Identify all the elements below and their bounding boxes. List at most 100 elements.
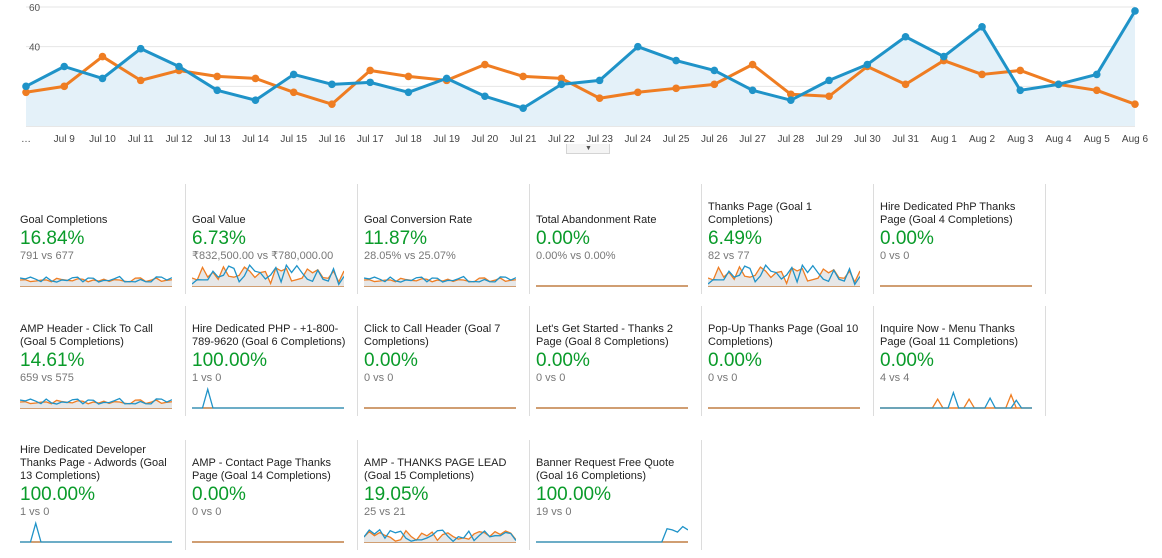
series-1-point[interactable]	[825, 92, 833, 101]
series-1-point[interactable]	[634, 88, 642, 97]
series-1-point[interactable]	[1092, 86, 1101, 95]
series-1-point[interactable]	[60, 82, 69, 91]
series-1-point[interactable]	[519, 72, 527, 81]
scorecard-title-text: Pop-Up Thanks Page (Goal 10 Completions)	[708, 323, 859, 348]
goal-scorecard[interactable]: Pop-Up Thanks Page (Goal 10 Completions)…	[702, 306, 874, 416]
series-0-point[interactable]	[22, 82, 30, 91]
series-1-point[interactable]	[672, 84, 680, 93]
sparkline-line	[364, 528, 516, 543]
series-0-point[interactable]	[404, 88, 413, 97]
goal-scorecard[interactable]: Banner Request Free Quote (Goal 16 Compl…	[530, 440, 702, 550]
scorecard-percent-change: 6.73%	[192, 228, 246, 249]
series-0-point[interactable]	[978, 23, 986, 31]
goal-scorecard[interactable]: Hire Dedicated Developer Thanks Page - A…	[14, 440, 186, 550]
scorecard-title-text: Let's Get Started - Thanks 2 Page (Goal …	[536, 323, 674, 348]
x-tick-label: …	[21, 134, 31, 145]
series-0-point[interactable]	[175, 62, 183, 71]
series-1-point[interactable]	[251, 74, 260, 83]
goal-scorecard[interactable]: Hire Dedicated PHP - +1-800-789-9620 (Go…	[186, 306, 358, 416]
scorecard-title: Hire Dedicated Developer Thanks Page - A…	[20, 443, 179, 483]
series-0-point[interactable]	[901, 32, 910, 41]
goal-scorecard[interactable]: AMP Header - Click To Call (Goal 5 Compl…	[14, 306, 186, 416]
chart-collapse-toggle[interactable]: ▼	[566, 144, 610, 154]
series-1-point[interactable]	[595, 94, 604, 103]
scorecard-title-text: Hire Dedicated PHP - +1-800-789-9620 (Go…	[192, 323, 346, 348]
series-1-point[interactable]	[710, 80, 719, 89]
series-1-point[interactable]	[978, 70, 986, 79]
series-0-point[interactable]	[748, 86, 757, 95]
series-1-point[interactable]	[787, 90, 795, 99]
series-1-point[interactable]	[1016, 66, 1025, 75]
scorecard-percent-change: 100.00%	[192, 350, 268, 371]
series-1-point[interactable]	[1131, 100, 1139, 108]
series-0-point[interactable]	[98, 74, 107, 83]
series-0-point[interactable]	[213, 86, 222, 95]
series-0-point[interactable]	[595, 76, 604, 85]
scorecard-title-text: Goal Value	[192, 214, 246, 226]
series-0-point[interactable]	[825, 76, 833, 85]
series-0-point[interactable]	[710, 66, 719, 75]
goal-scorecard[interactable]: Inquire Now - Menu Thanks Page (Goal 11 …	[874, 306, 1046, 416]
series-0-point[interactable]	[939, 52, 948, 61]
goal-scorecard[interactable]: Total Abandonment Rate 0.00% 0.00% vs 0.00…	[530, 184, 702, 294]
x-tick-label: Jul 27	[739, 134, 766, 145]
series-1-point[interactable]	[901, 80, 910, 89]
series-1-point[interactable]	[404, 72, 413, 81]
scorecard-percent-change: 19.05%	[364, 484, 429, 505]
series-1-point[interactable]	[98, 52, 107, 61]
goal-scorecard[interactable]: Goal Value 6.73% ₹832,500.00 vs ₹780,000.0…	[186, 184, 358, 294]
scorecard-sparkline	[880, 390, 1032, 409]
series-1-point[interactable]	[366, 66, 374, 75]
series-0-point[interactable]	[136, 44, 145, 53]
series-1-point[interactable]	[748, 60, 757, 69]
series-0-point[interactable]	[481, 92, 489, 101]
series-1-point[interactable]	[328, 100, 336, 108]
scorecard-title-text: Hire Dedicated Developer Thanks Page - A…	[20, 444, 167, 482]
series-0-point[interactable]	[1016, 86, 1025, 95]
scorecard-comparison: 791 vs 677	[20, 250, 74, 262]
goal-scorecard[interactable]: Hire Dedicated PhP Thanks Page (Goal 4 C…	[874, 184, 1046, 294]
scorecard-sparkline	[364, 275, 516, 287]
series-1-point[interactable]	[22, 88, 30, 97]
series-0-point[interactable]	[863, 60, 872, 69]
scorecard-sparkline	[20, 275, 172, 287]
goal-scorecard[interactable]: Goal Completions 16.84% 791 vs 677	[14, 184, 186, 294]
series-1-point[interactable]	[289, 88, 298, 97]
goal-scorecard[interactable]: Thanks Page (Goal 1 Completions) 6.49% 82 …	[702, 184, 874, 294]
series-0-point[interactable]	[289, 70, 298, 79]
series-0-point[interactable]	[672, 56, 680, 65]
series-0-point[interactable]	[1131, 7, 1139, 15]
scorecard-title: Pop-Up Thanks Page (Goal 10 Completions)	[708, 309, 867, 349]
x-tick-label: Jul 20	[472, 134, 499, 145]
series-line-1	[25, 55, 1136, 106]
series-0-point[interactable]	[634, 42, 642, 51]
series-0-point[interactable]	[1092, 70, 1101, 79]
series-1-point[interactable]	[136, 76, 145, 85]
series-0-point[interactable]	[60, 62, 69, 71]
series-0-point[interactable]	[328, 80, 336, 89]
series-0-point[interactable]	[787, 96, 795, 105]
series-0-point[interactable]	[519, 104, 527, 112]
x-tick-label: Jul 29	[816, 134, 843, 145]
series-0-point[interactable]	[251, 96, 260, 105]
series-0-point[interactable]	[442, 74, 451, 83]
goal-scorecard[interactable]: AMP - Contact Page Thanks Page (Goal 14 …	[186, 440, 358, 550]
series-0-point[interactable]	[557, 80, 566, 89]
series-1-point[interactable]	[557, 74, 566, 83]
goal-scorecard[interactable]: Let's Get Started - Thanks 2 Page (Goal …	[530, 306, 702, 416]
scorecard-comparison: 0 vs 0	[364, 372, 394, 384]
goal-scorecard[interactable]: Click to Call Header (Goal 7 Completions…	[358, 306, 530, 416]
goal-scorecard[interactable]: Goal Conversion Rate 11.87% 28.05% vs 25.0…	[358, 184, 530, 294]
scorecard-sparkline	[536, 285, 688, 287]
scorecard-sparkline	[708, 407, 860, 409]
x-tick-label: Jul 28	[777, 134, 804, 145]
scorecard-title: AMP Header - Click To Call (Goal 5 Compl…	[20, 309, 179, 349]
series-1-point[interactable]	[213, 72, 222, 81]
series-0-point[interactable]	[366, 78, 374, 87]
series-1-point[interactable]	[481, 60, 489, 69]
scorecard-sparkline	[192, 386, 344, 409]
series-0-point[interactable]	[1054, 80, 1063, 89]
goal-scorecard[interactable]: AMP - THANKS PAGE LEAD (Goal 15 Completi…	[358, 440, 530, 550]
x-tick-label: Aug 5	[1084, 134, 1111, 145]
